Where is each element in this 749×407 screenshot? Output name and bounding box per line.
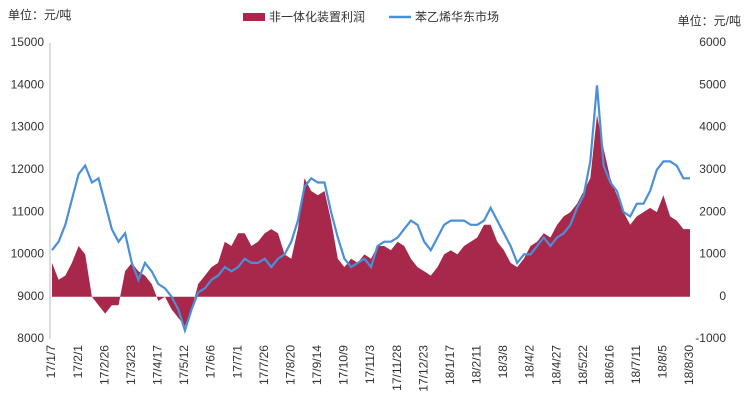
x-tick-label: 17/1/7 — [44, 345, 58, 379]
y2-unit: 单位：元/吨 — [678, 13, 741, 28]
y2-tick-label: 5000 — [699, 77, 726, 91]
y2-tick-label: 1000 — [699, 247, 726, 261]
x-tick-label: 17/2/1 — [71, 345, 85, 379]
x-tick-label: 17/9/14 — [310, 345, 324, 385]
x-tick-label: 17/2/26 — [97, 345, 111, 385]
x-tick-label: 17/10/9 — [337, 345, 351, 385]
x-tick-label: 17/11/28 — [390, 345, 404, 391]
x-tick-label: 18/4/27 — [549, 345, 563, 385]
x-tick-label: 17/7/26 — [257, 345, 271, 385]
legend-label: 非一体化装置利润 — [269, 10, 365, 24]
x-tick-label: 17/6/6 — [204, 345, 218, 379]
x-tick-label: 17/3/23 — [124, 345, 138, 385]
y-tick-label: 14000 — [11, 77, 45, 91]
x-tick-label: 17/8/20 — [283, 345, 297, 385]
y2-tick-label: 0 — [719, 289, 726, 303]
y2-tick-label: 6000 — [699, 35, 726, 49]
y2-tick-label: -1000 — [695, 331, 726, 345]
x-tick-label: 17/12/23 — [416, 345, 430, 392]
y-unit: 单位：元/吨 — [8, 7, 71, 22]
y-tick-label: 8000 — [17, 331, 44, 345]
y-tick-label: 12000 — [11, 162, 45, 176]
x-tick-label: 17/5/12 — [177, 345, 191, 385]
y-tick-label: 9000 — [17, 289, 44, 303]
x-tick-label: 18/6/16 — [602, 345, 616, 385]
x-tick-label: 18/2/11 — [470, 345, 484, 384]
x-tick-label: 17/11/3 — [363, 345, 377, 384]
y-tick-label: 10000 — [11, 247, 45, 261]
x-tick-label: 18/8/30 — [682, 345, 696, 385]
y-tick-label: 15000 — [11, 35, 45, 49]
x-tick-label: 18/4/2 — [523, 345, 537, 379]
legend-swatch — [243, 13, 265, 21]
area — [52, 114, 690, 327]
x-tick-label: 17/4/17 — [151, 345, 165, 385]
x-tick-label: 18/7/11 — [629, 345, 643, 384]
y2-tick-label: 2000 — [699, 204, 726, 218]
x-tick-label: 18/5/22 — [576, 345, 590, 385]
y2-tick-label: 3000 — [699, 162, 726, 176]
legend-label: 苯乙烯华东市场 — [415, 9, 499, 24]
x-tick-label: 17/7/1 — [230, 345, 244, 379]
line — [51, 85, 690, 335]
x-tick-label: 18/3/8 — [496, 345, 510, 379]
y2-tick-label: 4000 — [699, 120, 726, 134]
y-tick-label: 13000 — [11, 120, 45, 134]
x-tick-label: 18/1/17 — [443, 345, 457, 385]
x-tick-label: 18/8/5 — [656, 345, 670, 379]
y-tick-label: 11000 — [12, 204, 45, 218]
